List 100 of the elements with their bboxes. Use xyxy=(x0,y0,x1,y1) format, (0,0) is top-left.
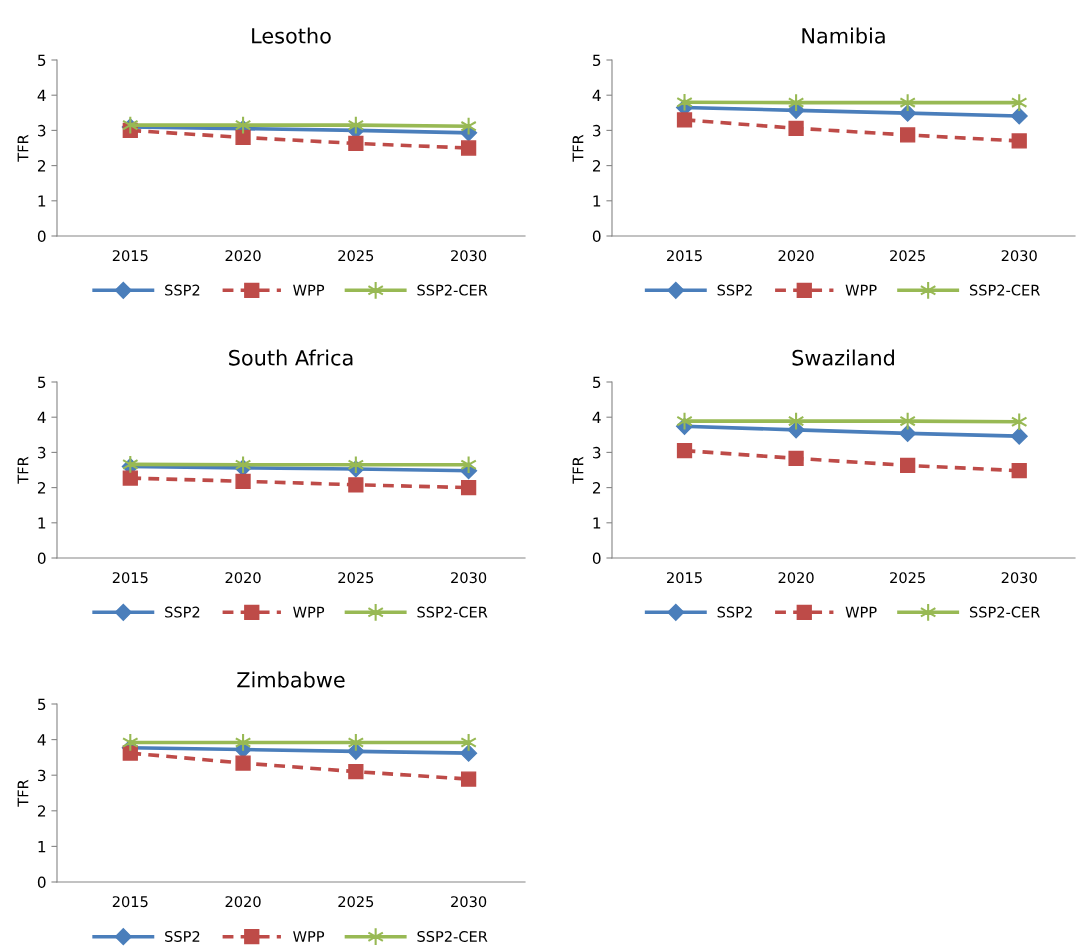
point xyxy=(460,744,478,762)
y-tick-label: 5 xyxy=(38,376,46,389)
legend-label: WPP xyxy=(293,606,325,618)
x-tick-label: 2015 xyxy=(667,250,702,262)
x-tick-label: 2020 xyxy=(778,572,814,584)
y-tick-label: 2 xyxy=(37,805,46,817)
point xyxy=(899,424,917,442)
x-tick-label: 2020 xyxy=(225,250,261,262)
legend-label: SSP2-CER xyxy=(969,284,1040,296)
legend-label: WPP xyxy=(845,606,877,618)
legend-label: WPP xyxy=(845,284,877,296)
y-tick-label: 0 xyxy=(37,876,46,889)
y-tick-label: 2 xyxy=(592,160,601,172)
x-tick-label: 2025 xyxy=(338,250,374,262)
y-tick-label: 0 xyxy=(37,230,46,243)
legend-label: WPP xyxy=(293,931,325,942)
x-tick-label: 2015 xyxy=(112,896,148,908)
x-tick-label: 2025 xyxy=(890,572,925,584)
chart-title: Swaziland xyxy=(792,349,894,366)
legend-label: SSP2 xyxy=(165,606,200,618)
point xyxy=(348,764,364,780)
point xyxy=(122,470,138,486)
legend-label: SSP2 xyxy=(165,284,200,296)
y-tick-label: 2 xyxy=(37,482,46,494)
y-tick-label: 4 xyxy=(37,89,46,101)
point xyxy=(676,112,693,128)
legend-label: SSP2-CER xyxy=(969,606,1040,618)
y-tick-label: 2 xyxy=(592,482,601,494)
point xyxy=(460,479,477,496)
point xyxy=(676,92,693,112)
x-tick-label: 2025 xyxy=(338,896,374,908)
legend-label: WPP xyxy=(293,284,325,296)
x-tick-label: 2030 xyxy=(1001,250,1037,262)
point xyxy=(1011,463,1027,479)
x-tick-label: 2030 xyxy=(451,896,487,908)
y-tick-label: 1 xyxy=(593,517,601,529)
point xyxy=(348,135,364,152)
y-tick-label: 1 xyxy=(38,195,46,207)
y-tick-label: 3 xyxy=(593,124,601,137)
point xyxy=(460,140,477,156)
x-tick-label: 2015 xyxy=(112,250,148,262)
point xyxy=(899,104,917,122)
y-tick-label: 5 xyxy=(593,54,601,67)
chart-title: Lesotho xyxy=(252,27,331,44)
x-tick-label: 2025 xyxy=(338,572,374,584)
y-tick-label: 1 xyxy=(38,841,46,853)
legend-label: SSP2 xyxy=(717,606,752,618)
y-tick-label: 4 xyxy=(37,411,46,423)
y-tick-label: 3 xyxy=(38,124,46,137)
point xyxy=(235,473,251,489)
y-tick-label: 3 xyxy=(38,446,46,459)
legend-label: SSP2-CER xyxy=(417,930,488,943)
x-tick-label: 2020 xyxy=(225,572,261,584)
y-axis-title: TFR xyxy=(17,779,29,807)
y-tick-label: 4 xyxy=(592,411,601,423)
point xyxy=(788,120,804,136)
y-tick-label: 2 xyxy=(37,160,46,172)
point xyxy=(460,116,477,136)
y-tick-label: 3 xyxy=(38,769,46,782)
x-tick-label: 2025 xyxy=(890,250,925,262)
x-tick-label: 2015 xyxy=(112,572,148,584)
point xyxy=(122,745,138,761)
y-tick-label: 4 xyxy=(592,89,601,101)
point xyxy=(235,755,251,771)
legend-label: SSP2-CER xyxy=(417,606,488,618)
point xyxy=(788,450,804,467)
point xyxy=(1011,133,1027,149)
y-axis-title: TFR xyxy=(17,134,29,162)
y-axis-title: TFR xyxy=(572,134,584,162)
y-tick-label: 3 xyxy=(593,446,601,459)
y-tick-label: 1 xyxy=(593,195,601,207)
point xyxy=(676,411,693,431)
y-tick-label: 0 xyxy=(592,552,601,565)
x-tick-label: 2030 xyxy=(1001,572,1037,584)
chart-title: South Africa xyxy=(229,349,353,366)
y-tick-label: 5 xyxy=(593,376,601,389)
point xyxy=(460,455,477,475)
x-tick-label: 2015 xyxy=(667,572,702,584)
legend-label: SSP2 xyxy=(165,930,200,943)
point xyxy=(460,771,477,787)
y-axis-title: TFR xyxy=(17,456,29,484)
point xyxy=(235,129,251,146)
x-tick-label: 2020 xyxy=(778,250,814,262)
point xyxy=(1010,427,1028,445)
y-tick-label: 1 xyxy=(38,517,46,529)
y-axis-title: TFR xyxy=(572,456,584,484)
y-tick-label: 5 xyxy=(38,698,46,711)
chart-title: Zimbabwe xyxy=(237,671,345,688)
x-tick-label: 2030 xyxy=(451,250,487,262)
point xyxy=(676,443,693,459)
y-tick-label: 0 xyxy=(37,552,46,565)
point xyxy=(900,127,916,143)
y-tick-label: 4 xyxy=(37,734,46,746)
point xyxy=(348,477,364,493)
chart-title: Namibia xyxy=(802,27,885,44)
y-tick-label: 5 xyxy=(38,54,46,67)
x-tick-label: 2020 xyxy=(225,896,261,908)
y-tick-label: 0 xyxy=(592,230,601,243)
point xyxy=(1010,107,1028,125)
x-tick-label: 2030 xyxy=(451,572,487,584)
